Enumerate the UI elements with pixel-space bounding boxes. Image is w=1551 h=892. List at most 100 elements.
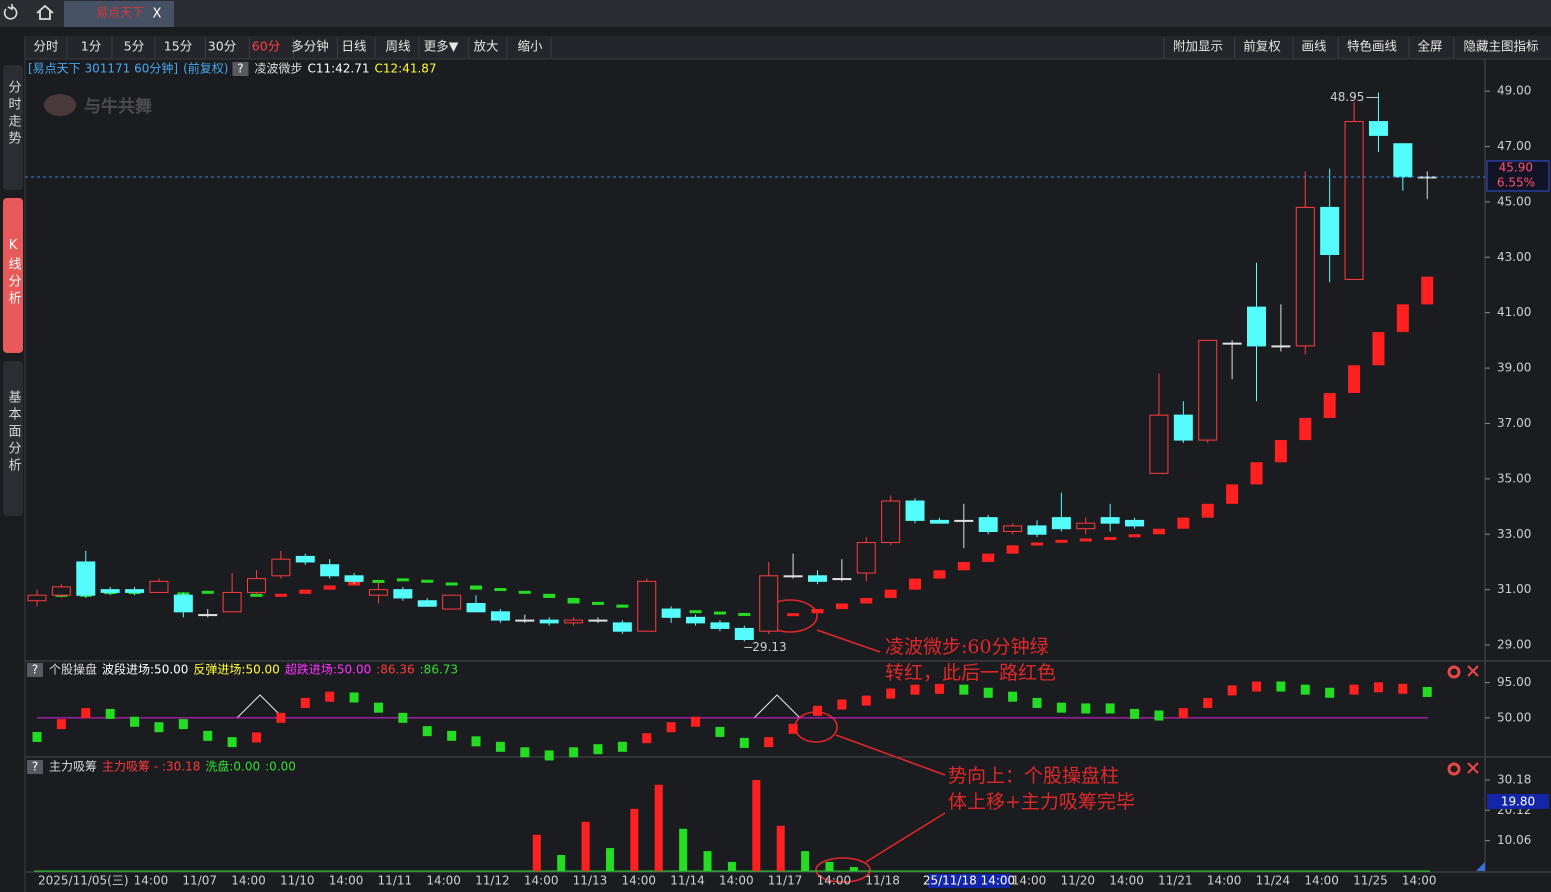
step-marker [201,590,214,594]
indicator-bar [752,779,761,871]
sidebar-tab[interactable] [3,361,23,516]
candle-body [466,602,486,613]
toolbar-button[interactable]: 30分 [208,39,236,54]
candle-body [564,619,584,624]
x-tick-label: 14:00 [426,874,461,888]
indicator-bar [520,747,530,758]
indicator-bar [715,726,725,737]
candle-body [905,500,925,521]
indicator-bar [81,708,91,719]
indicator-bar [557,855,566,871]
indicator-bar [1203,697,1213,708]
toolbar-button[interactable]: 隐藏主图指标 [1463,39,1538,54]
settings-icon[interactable] [1447,762,1461,776]
step-marker [1250,462,1263,485]
indicator-bar [130,716,140,727]
y-tick-label: 30.18 [1497,772,1531,786]
toolbar-button[interactable]: 缩小 [517,39,543,54]
toolbar-button[interactable]: 更多▼ [424,39,459,54]
step-marker [1201,503,1214,518]
indicator-bar [203,730,213,741]
toolbar-button[interactable]: 60分 [252,39,280,54]
sidebar-tab-active[interactable] [3,198,23,353]
candle-body [393,589,413,599]
help[interactable]: ? [32,663,38,677]
indicator-bar [983,687,993,698]
indicator-bar [569,747,579,758]
candle-body [247,578,267,593]
x-tick-label: 14:00 [1207,874,1242,888]
x-tick-label: 11/18 [865,874,900,888]
watermark: 与牛共舞 [84,96,152,117]
indicator-bar [691,716,701,727]
cursor-time-box [928,874,1010,888]
indicator-bar [1300,684,1310,695]
stock-tab[interactable] [64,1,174,27]
indicator-bar [1105,703,1115,714]
panel-title: 个股操盘 [49,662,97,677]
sidebar-tab[interactable] [3,65,23,190]
toolbar-button[interactable]: 1分 [81,39,101,54]
candle-body [1125,519,1145,527]
step-marker [518,590,531,594]
candle-body [588,619,608,622]
candle-body [1173,414,1193,441]
toolbar-button[interactable]: 画线 [1301,39,1327,54]
candle-body [856,542,876,574]
legend-entry: :86.73 [420,663,458,677]
annotation-line [816,629,881,653]
home-icon[interactable] [36,4,54,20]
x-tick-label: 11/20 [1060,874,1095,888]
x-tick-label: 11/10 [280,874,315,888]
toolbar-button[interactable]: 15分 [164,39,192,54]
candle-body [881,500,901,544]
step-marker [787,613,800,617]
scroll-marker [1476,862,1485,871]
sidebar-label[interactable]: K线分析 [6,238,22,308]
y-tick-label: 39.00 [1497,361,1531,375]
candle-body [1051,517,1071,530]
toolbar-button[interactable]: 周线 [385,39,411,54]
indicator-bar [56,719,66,730]
tab-close[interactable]: X [153,7,162,22]
x-tick-label: 11/07 [182,874,217,888]
help-box[interactable] [27,663,43,677]
toolbar-button[interactable]: 前复权 [1243,39,1281,54]
toolbar-button[interactable]: 放大 [473,39,498,54]
legend-entry: 主力吸筹 - :30.18 [102,760,200,774]
toolbar-button[interactable]: 附加显示 [1173,39,1223,54]
indicator-bar [1373,682,1383,693]
indicator-bar [1056,702,1066,713]
close-icon[interactable] [1467,665,1479,677]
help-box[interactable] [27,760,43,774]
candle-body [1003,525,1023,532]
tab-label[interactable]: 易点天下 [96,6,144,20]
y-tick-label: 47.00 [1497,139,1531,153]
step-marker [689,610,702,614]
toolbar-button[interactable]: 全屏 [1417,39,1442,54]
back-icon[interactable] [3,4,18,20]
last-price: 45.90 [1499,160,1533,174]
close-icon[interactable] [1467,762,1479,774]
sidebar-label[interactable]: 分时走势 [6,80,22,148]
sidebar-label[interactable]: 基本面分析 [6,390,22,475]
x-tick-label: 11/24 [1256,874,1291,888]
toolbar-button[interactable]: 分时 [33,39,59,54]
toolbar-button[interactable]: 特色画线 [1347,39,1398,54]
indicator-bar [1252,681,1261,692]
legend-entry: 超跌进场:50.00 [285,662,371,677]
x-tick-label: 14:00 [1402,874,1437,888]
candle-body [1100,517,1120,524]
x-tick-label: 14:00 [1109,874,1144,888]
toolbar-button[interactable]: 日线 [341,39,367,54]
help[interactable]: ? [32,760,38,774]
step-marker [1396,304,1409,333]
help-box[interactable] [232,62,249,76]
help[interactable]: ? [237,62,243,76]
indicator-bar [654,784,663,871]
toolbar-button[interactable]: 多分钟 [291,39,329,54]
settings-icon[interactable] [1447,665,1461,679]
x-tick-label: 11/21 [1158,874,1193,888]
annotation: 体上移+主力吸筹完毕 [948,791,1135,813]
toolbar-button[interactable]: 5分 [124,39,144,54]
